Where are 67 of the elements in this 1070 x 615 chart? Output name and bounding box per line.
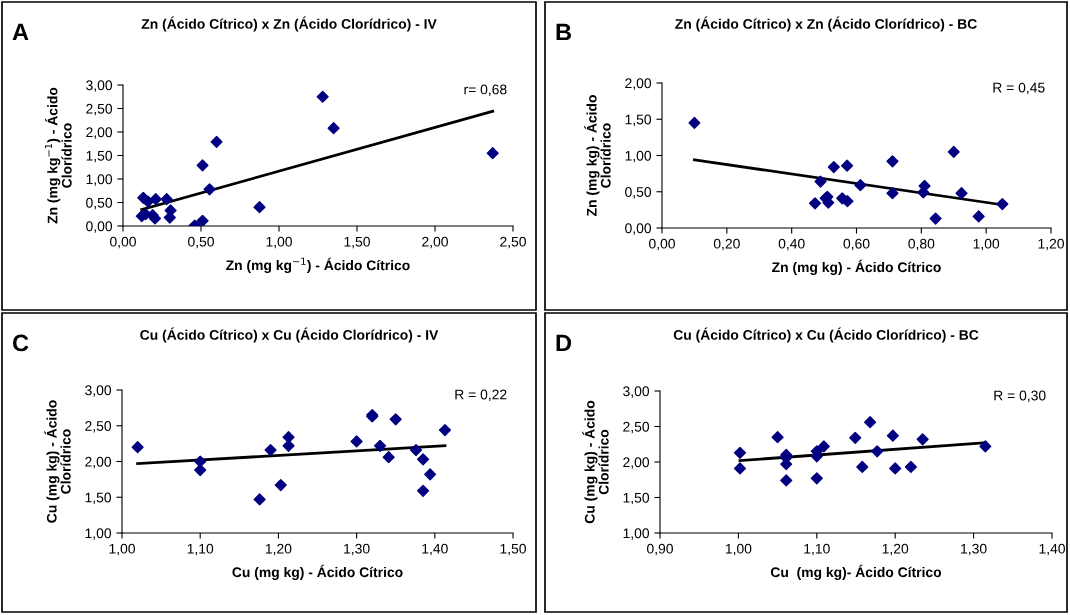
y-tick-label: 2,00 <box>86 127 113 139</box>
y-tick-label: 2,50 <box>86 103 113 116</box>
chart-title: Cu (Ácido Cítrico) x Cu (Ácido Clorídrico) - BC <box>673 327 979 343</box>
y-tick-label: 0,00 <box>625 223 652 235</box>
annotation: R = 0,22 <box>455 389 507 402</box>
y-axis-title: Cu (mg kg) - Ácido Clorídrico <box>582 400 609 524</box>
annotation: R = 0,30 <box>994 390 1046 403</box>
x-axis-title: Cu (mg kg) - Ácido Cítrico <box>232 564 403 580</box>
text: C <box>12 334 29 352</box>
y-tick-label: 2,50 <box>623 421 650 434</box>
x-tick-label: 1,00 <box>973 238 1000 251</box>
x-tick-label: 0,00 <box>649 238 675 251</box>
y-tick-label: 1,50 <box>625 114 652 127</box>
y-tick-label: 1,00 <box>85 528 112 540</box>
y-tick-label: 0,00 <box>86 221 113 233</box>
x-tick-label: 2,00 <box>422 236 448 249</box>
y-tick-label: 2,00 <box>623 457 650 469</box>
x-tick-label: 1,40 <box>1039 543 1065 556</box>
annotation: r= 0,68 <box>464 84 507 97</box>
y-tick-label: 1,00 <box>623 528 650 540</box>
x-tick-label: 1,50 <box>500 543 526 556</box>
y-tick-label: 3,00 <box>86 80 113 92</box>
x-tick-label: 0,80 <box>908 238 935 251</box>
chart-title: Cu (Ácido Cítrico) x Cu (Ácido Clorídrico) - IV <box>140 327 439 343</box>
y-tick-label: 3,00 <box>85 385 112 397</box>
x-axis-title: Zn (mg kg$^{−1}$) - Ácido Cítrico <box>226 257 410 274</box>
x-tick-label: 0,00 <box>110 236 136 249</box>
x-tick-label: 1,30 <box>344 543 370 556</box>
x-tick-label: 1,40 <box>422 543 448 556</box>
x-tick-label: 1,00 <box>725 543 752 556</box>
x-axis-title: Zn (mg kg) - Ácido Cítrico <box>772 259 941 275</box>
text: A <box>12 23 29 41</box>
y-tick-label: 2,50 <box>85 421 112 433</box>
y-tick-label: 1,50 <box>623 492 650 505</box>
text: B <box>556 23 571 41</box>
y-tick-label: 0,50 <box>86 197 113 210</box>
x-tick-label: 0,40 <box>778 238 805 251</box>
y-tick-label: 2,00 <box>85 456 112 469</box>
y-tick-label: 3,00 <box>623 386 650 398</box>
text: D <box>556 334 572 352</box>
x-tick-label: 1,00 <box>109 543 135 556</box>
y-axis-title: Zn (mg kg) - Ácido Clorídrico <box>584 95 611 217</box>
x-tick-label: 0,60 <box>843 238 870 251</box>
x-axis-title: Cu (mg kg)- Ácido Cítrico <box>770 564 942 580</box>
y-axis-title: Zn (mg kg$^{−1}$) - Ácido Clorídrico <box>44 87 72 224</box>
y-tick-label: 2,00 <box>625 78 652 90</box>
annotation: R = 0,45 <box>993 82 1045 95</box>
y-tick-label: 1,00 <box>625 150 652 163</box>
x-tick-label: 1,30 <box>961 543 987 556</box>
x-tick-label: 0,90 <box>647 543 673 556</box>
x-tick-label: 2,50 <box>500 236 526 249</box>
x-tick-label: 1,20 <box>882 543 909 556</box>
chart-title: Zn (Ácido Cítrico) x Zn (Ácido Clorídrico) - IV <box>141 16 437 32</box>
x-tick-label: 0,20 <box>713 238 740 251</box>
y-axis-title: Cu (mg kg) - Ácido Clorídrico <box>44 400 71 523</box>
x-tick-label: 1,10 <box>187 543 214 556</box>
x-tick-label: 0,50 <box>188 236 214 249</box>
y-tick-label: 1,50 <box>86 150 113 163</box>
y-tick-label: 0,50 <box>625 187 652 199</box>
x-tick-label: 1,10 <box>804 543 830 556</box>
x-tick-label: 1,20 <box>265 543 292 556</box>
x-tick-label: 1,50 <box>344 236 370 249</box>
y-tick-label: 1,00 <box>86 174 113 186</box>
x-tick-label: 1,20 <box>1038 238 1064 251</box>
chart-title: Zn (Ácido Cítrico) x Zn (Ácido Clorídrico) - BC <box>675 16 977 32</box>
x-tick-label: 1,00 <box>266 236 292 249</box>
y-tick-label: 1,50 <box>85 492 112 505</box>
